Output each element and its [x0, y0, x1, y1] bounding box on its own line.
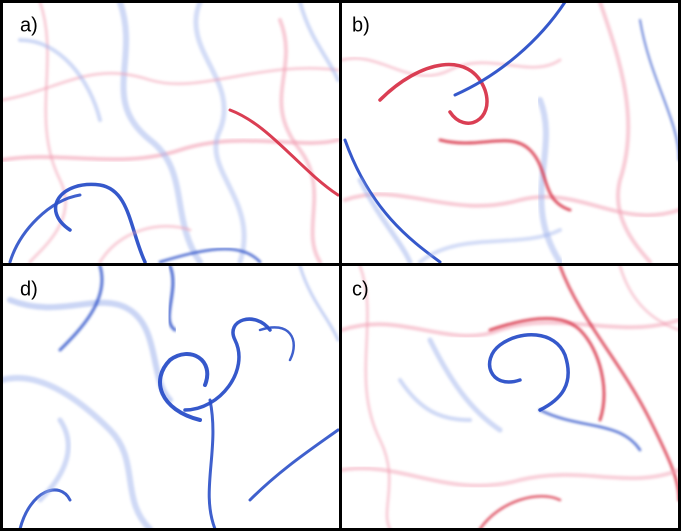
- figure: a) b) d) c): [0, 0, 681, 531]
- panel-label: d): [20, 278, 38, 300]
- panel-label: a): [20, 14, 38, 36]
- page: a) b) d) c) (() => { const data = JSON.p…: [0, 0, 681, 531]
- panel-label: b): [352, 14, 370, 36]
- panel-label: c): [352, 278, 369, 300]
